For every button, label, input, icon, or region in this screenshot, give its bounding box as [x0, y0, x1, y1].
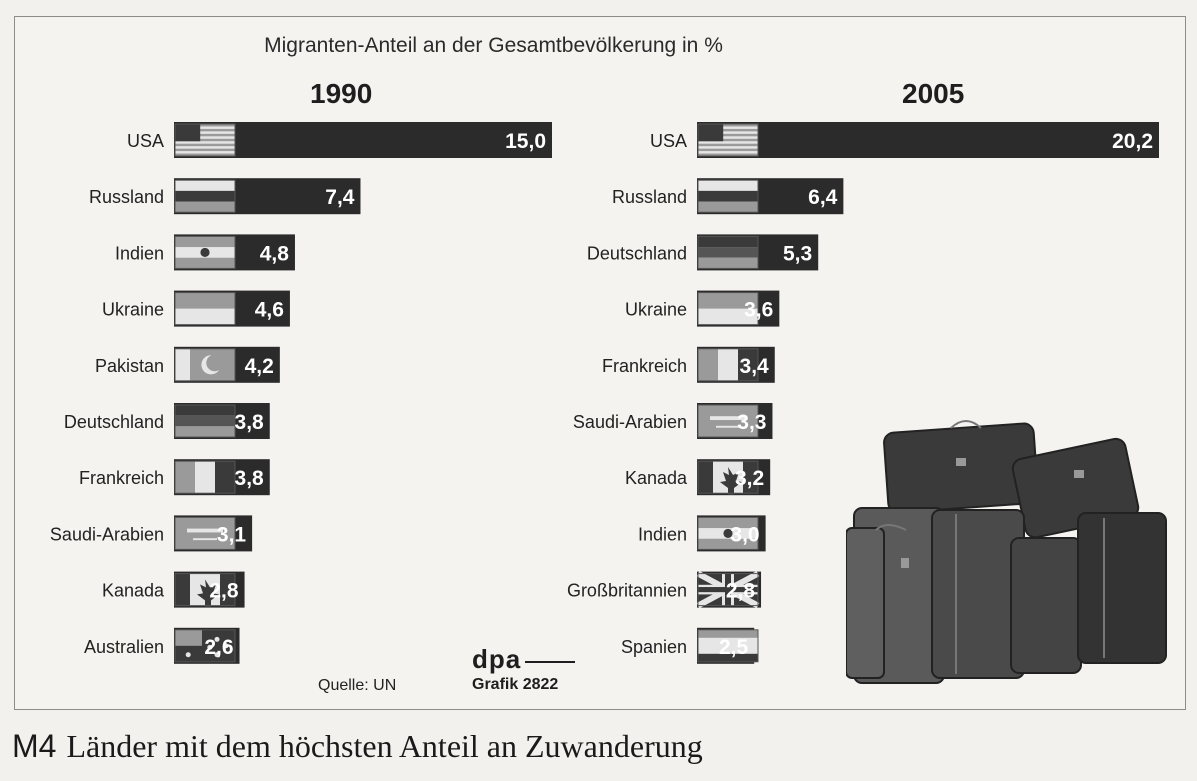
year-label-1990: 1990	[310, 78, 373, 109]
category-label: Russland	[612, 187, 687, 207]
flag-usa-icon	[697, 123, 759, 157]
bar-row-1990-9: Australien 2,6	[84, 627, 240, 664]
value-label: 4,2	[245, 355, 274, 378]
bar-row-1990-8: Kanada 2,8	[102, 571, 245, 608]
value-label: 3,1	[217, 523, 247, 546]
value-label: 3,4	[740, 355, 770, 378]
bar-row-2005-6: Kanada 3,2	[625, 459, 771, 496]
category-label: Pakistan	[95, 356, 164, 376]
bar-row-2005-4: Frankreich 3,4	[602, 346, 775, 383]
bar-row-1990-3: Ukraine 4,6	[102, 290, 290, 327]
bar-row-2005-0: USA 20,2	[650, 122, 1159, 158]
flag-ukraine-icon	[697, 292, 759, 326]
dpa-logo: dpa	[472, 644, 522, 674]
value-label: 5,3	[783, 242, 812, 265]
bar-row-2005-5: Saudi-Arabien 3,3	[573, 403, 773, 439]
bar-row-1990-6: Frankreich 3,8	[79, 459, 270, 496]
flag-canada-icon	[174, 573, 236, 608]
bar	[697, 122, 1159, 158]
value-label: 20,2	[1112, 130, 1153, 153]
category-label: Frankreich	[602, 356, 687, 376]
flag-ukraine-icon	[174, 292, 236, 326]
caption-text: Länder mit dem höchsten Anteil an Zuwand…	[66, 728, 703, 764]
category-label: Großbritannien	[567, 581, 687, 601]
bar-row-1990-7: Saudi-Arabien 3,1	[50, 515, 253, 552]
value-label: 15,0	[505, 130, 546, 153]
flag-saudi-icon	[697, 404, 759, 438]
figure-caption: M4 Länder mit dem höchsten Anteil an Zuwa…	[12, 728, 703, 765]
category-label: USA	[650, 131, 687, 151]
value-label: 2,6	[204, 636, 233, 659]
year-label-2005: 2005	[902, 78, 965, 109]
value-label: 3,2	[735, 467, 764, 490]
flag-india-icon	[174, 235, 236, 269]
bar-row-1990-5: Deutschland 3,8	[64, 403, 270, 439]
grafik-number: Grafik 2822	[472, 676, 559, 693]
value-label: 3,0	[730, 523, 759, 546]
luggage-illustration	[846, 420, 1167, 684]
bar-row-1990-4: Pakistan 4,2	[95, 346, 280, 383]
flag-pakistan-icon	[174, 348, 236, 382]
category-label: Kanada	[625, 468, 688, 488]
source-note: Quelle: UN	[318, 677, 397, 694]
chart-title: Migranten-Anteil an der Gesamtbevölkerun…	[264, 34, 723, 57]
value-label: 3,6	[744, 299, 773, 322]
category-label: Ukraine	[625, 300, 687, 320]
category-label: Saudi-Arabien	[50, 524, 164, 544]
bar-row-1990-0: USA 15,0	[127, 122, 552, 158]
category-label: Australien	[84, 637, 164, 657]
category-label: Russland	[89, 187, 164, 207]
bar-row-2005-1: Russland 6,4	[612, 178, 844, 215]
flag-germany-icon	[697, 235, 759, 269]
value-label: 4,8	[260, 242, 290, 265]
value-label: 7,4	[325, 186, 355, 209]
flag-france-icon	[697, 348, 759, 382]
flag-france-icon	[174, 460, 236, 494]
bar-row-2005-9: Spanien 2,5	[621, 627, 759, 664]
category-label: Indien	[638, 524, 687, 544]
bar-row-2005-3: Ukraine 3,6	[625, 290, 780, 327]
flag-germany-icon	[174, 404, 236, 438]
flag-usa-icon	[174, 123, 236, 157]
value-label: 2,8	[726, 580, 756, 603]
flag-spain-icon	[697, 629, 759, 663]
category-label: Ukraine	[102, 300, 164, 320]
bar	[174, 122, 552, 158]
bar-row-1990-1: Russland 7,4	[89, 178, 361, 215]
bar-row-2005-2: Deutschland 5,3	[587, 234, 819, 271]
flag-australia-icon	[174, 629, 236, 663]
category-label: Frankreich	[79, 468, 164, 488]
value-label: 3,8	[235, 411, 265, 434]
caption-number: M4	[12, 728, 57, 764]
value-label: 4,6	[255, 299, 284, 322]
category-label: Deutschland	[64, 412, 164, 432]
bar-row-1990-2: Indien 4,8	[115, 234, 295, 271]
value-label: 3,3	[737, 411, 766, 434]
value-label: 3,8	[235, 467, 265, 490]
value-label: 6,4	[808, 186, 838, 209]
category-label: Saudi-Arabien	[573, 412, 687, 432]
bar-row-2005-8: Großbritannien 2,8	[567, 570, 762, 609]
value-label: 2,8	[209, 580, 239, 603]
flag-india-icon	[697, 516, 759, 550]
flag-russia-icon	[697, 179, 759, 213]
bar-row-2005-7: Indien 3,0	[638, 515, 766, 552]
category-label: Deutschland	[587, 243, 687, 263]
flag-russia-icon	[174, 179, 236, 213]
category-label: USA	[127, 131, 164, 151]
flag-uk-icon	[696, 570, 760, 609]
category-label: Indien	[115, 243, 164, 263]
flag-saudi-icon	[174, 516, 236, 550]
dpa-logo-rule	[525, 661, 575, 663]
flag-canada-icon	[697, 460, 759, 495]
category-label: Kanada	[102, 581, 165, 601]
category-label: Spanien	[621, 637, 687, 657]
value-label: 2,5	[719, 636, 749, 659]
